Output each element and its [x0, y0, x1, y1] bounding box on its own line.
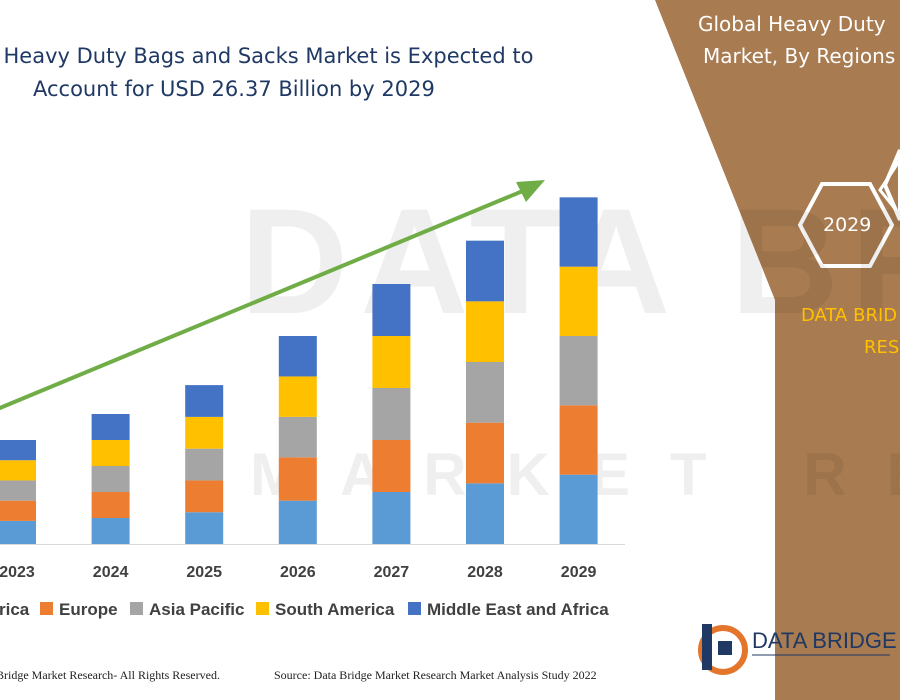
legend-label-south-america: South America	[275, 600, 395, 619]
x-tick-label-2024: 2024	[93, 564, 129, 581]
legend-label-north-america: rica	[0, 600, 30, 619]
bar-asia-pacific-2029	[559, 336, 598, 406]
legend-swatch-middle-east-and-africa	[408, 602, 421, 615]
bar-middle-east-and-africa-2025	[185, 385, 224, 417]
footer-copyright: Bridge Market Research- All Rights Reser…	[0, 668, 220, 682]
legend-swatch-south-america	[256, 602, 269, 615]
trend-arrow-head	[516, 180, 545, 202]
bar-middle-east-and-africa-2028	[466, 240, 504, 302]
bar-europe-2028	[466, 422, 504, 484]
bar-asia-pacific-2025	[185, 448, 224, 481]
bar-south-america-2023	[0, 460, 36, 481]
bar-south-america-2025	[185, 416, 224, 449]
x-tick-label-2026: 2026	[280, 564, 316, 581]
bar-europe-2024	[91, 492, 130, 518]
legend-label-middle-east-and-africa: Middle East and Africa	[427, 600, 609, 619]
bar-north-america-2027	[372, 492, 411, 544]
bar-asia-pacific-2028	[466, 362, 504, 423]
bar-north-america-2028	[466, 483, 504, 544]
bar-middle-east-and-africa-2026	[278, 336, 317, 377]
legend-label-asia-pacific: Asia Pacific	[149, 600, 244, 619]
x-tick-label-2027: 2027	[374, 564, 410, 581]
bar-north-america-2023	[0, 520, 36, 544]
bar-europe-2029	[559, 405, 598, 475]
bar-middle-east-and-africa-2023	[0, 440, 36, 461]
bar-south-america-2024	[91, 440, 130, 466]
hexagon-edge-icon	[882, 149, 900, 221]
hexagon-icon	[797, 182, 895, 268]
bar-north-america-2026	[278, 500, 317, 544]
logo-underline	[752, 654, 890, 666]
bar-middle-east-and-africa-2024	[91, 414, 130, 440]
x-tick-label-2028: 2028	[467, 564, 503, 581]
bar-south-america-2028	[466, 301, 504, 362]
side-panel-background	[655, 0, 900, 700]
chart-title-line-1: l Heavy Duty Bags and Sacks Market is Ex…	[0, 44, 534, 68]
bar-europe-2023	[0, 500, 36, 521]
legend-label-europe: Europe	[59, 600, 118, 619]
bar-asia-pacific-2023	[0, 480, 36, 501]
legend-swatch-europe	[40, 602, 53, 615]
bar-europe-2026	[278, 457, 317, 501]
chart-title-line-2: Account for USD 26.37 Billion by 2029	[33, 77, 435, 101]
bar-europe-2025	[185, 480, 224, 513]
x-tick-label-2029: 2029	[561, 564, 597, 581]
side-panel-title-line-2: Market, By Regions	[703, 44, 896, 68]
x-tick-label-2023: 2023	[0, 564, 35, 581]
bar-asia-pacific-2027	[372, 388, 411, 440]
trend-arrow-line	[0, 186, 531, 411]
bar-europe-2027	[372, 440, 411, 492]
bar-north-america-2024	[91, 518, 130, 544]
side-panel-brand-line-1: DATA BRID	[801, 305, 898, 326]
bar-south-america-2029	[559, 266, 598, 336]
bar-south-america-2026	[278, 376, 317, 417]
footer-source: Source: Data Bridge Market Research Mark…	[274, 668, 597, 682]
side-panel-title-line-1: Global Heavy Duty	[698, 12, 886, 36]
hexagon-year-label: 2029	[823, 214, 872, 236]
bar-middle-east-and-africa-2027	[372, 284, 411, 336]
bar-north-america-2029	[559, 474, 598, 544]
side-panel-brand-line-2: RES	[864, 337, 900, 358]
data-bridge-logo-icon	[698, 624, 748, 675]
bar-asia-pacific-2024	[91, 466, 130, 492]
bar-north-america-2025	[185, 512, 224, 544]
legend-swatch-asia-pacific	[130, 602, 143, 615]
bar-asia-pacific-2026	[278, 416, 317, 458]
bar-south-america-2027	[372, 336, 411, 388]
x-tick-label-2025: 2025	[186, 564, 222, 581]
data-bridge-logo-text: DATA BRIDGE	[752, 628, 897, 653]
bar-middle-east-and-africa-2029	[559, 197, 598, 267]
